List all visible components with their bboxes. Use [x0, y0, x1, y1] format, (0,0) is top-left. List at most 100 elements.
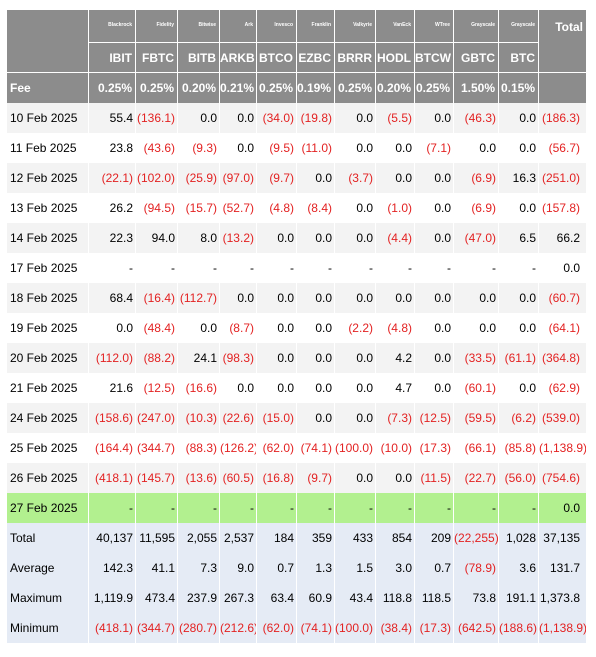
stat-cell: 118.5	[415, 583, 454, 613]
flow-cell: (12.5)	[136, 373, 178, 403]
issuer-name: Grayscale	[499, 10, 539, 42]
flow-cell: 0.0	[178, 103, 220, 133]
flow-cell: 22.3	[89, 223, 136, 253]
flow-cell: 0.0	[415, 193, 454, 223]
stat-cell: 7.3	[178, 553, 220, 583]
flow-cell: (15.0)	[257, 403, 297, 433]
flow-cell: 0.0	[415, 373, 454, 403]
stat-row-average: Average 142.3 41.1 7.3 9.0 0.7 1.3 1.5 3.0 0.7 (78…	[7, 553, 587, 583]
flow-cell: (9.3)	[178, 133, 220, 163]
flow-cell: (46.3)	[454, 103, 499, 133]
flow-cell: 0.0	[376, 163, 415, 193]
stat-label: Minimum	[7, 613, 89, 643]
flow-cell: 16.3	[499, 163, 539, 193]
flow-cell: (9.7)	[257, 163, 297, 193]
flow-cell: (9.5)	[257, 133, 297, 163]
flow-cell: 4.2	[376, 343, 415, 373]
ticker-symbol: EZBC	[297, 42, 335, 72]
row-total-cell: (56.7)	[539, 133, 587, 163]
flow-cell: (19.8)	[297, 103, 335, 133]
flow-cell: (11.0)	[297, 133, 335, 163]
row-total-cell: (62.9)	[539, 373, 587, 403]
stat-cell: 237.9	[178, 583, 220, 613]
flow-cell: (4.8)	[257, 193, 297, 223]
flow-cell: 0.0	[454, 313, 499, 343]
flow-cell: -	[220, 253, 257, 283]
flow-cell: (6.9)	[454, 193, 499, 223]
flow-cell: (9.7)	[297, 463, 335, 493]
row-total-cell: (364.8)	[539, 343, 587, 373]
table-row: 17 Feb 2025- - - - - - - - - - -0.0	[7, 253, 587, 283]
flow-cell: (344.7)	[136, 433, 178, 463]
issuer-name: Valkyrie	[335, 10, 376, 42]
flow-cell: 0.0	[499, 373, 539, 403]
stat-cell: (17.3)	[415, 613, 454, 643]
flow-cell: (88.2)	[136, 343, 178, 373]
date-cell: 25 Feb 2025	[7, 433, 89, 463]
flow-cell: (112.0)	[89, 343, 136, 373]
date-cell: 10 Feb 2025	[7, 103, 89, 133]
flow-cell: -	[297, 253, 335, 283]
flow-cell: (17.3)	[415, 433, 454, 463]
etf-flow-table-container: Blackrock Fidelity Bitwise Ark Invesco Frankl…	[7, 10, 587, 643]
flow-cell: (136.1)	[136, 103, 178, 133]
flow-cell: -	[499, 493, 539, 523]
flow-cell: (47.0)	[454, 223, 499, 253]
ticker-symbol: BITB	[178, 42, 220, 72]
stat-cell: (188.6)	[499, 613, 539, 643]
flow-cell: -	[376, 253, 415, 283]
flow-cell: (126.2)	[220, 433, 257, 463]
stat-cell: 1,373.8	[539, 583, 587, 613]
flow-cell: (3.7)	[335, 163, 376, 193]
fee-value: 1.50%	[454, 72, 499, 103]
flow-cell: 0.0	[257, 283, 297, 313]
fee-value: 0.25%	[415, 72, 454, 103]
flow-cell: (112.7)	[178, 283, 220, 313]
stat-cell: 2,537	[220, 523, 257, 553]
stat-cell: 41.1	[136, 553, 178, 583]
flow-cell: (4.4)	[376, 223, 415, 253]
flow-cell: 0.0	[376, 133, 415, 163]
flow-cell: 0.0	[415, 163, 454, 193]
date-cell: 12 Feb 2025	[7, 163, 89, 193]
flow-cell: (22.1)	[89, 163, 136, 193]
stat-cell: (38.4)	[376, 613, 415, 643]
flow-cell: -	[454, 493, 499, 523]
fee-value: 0.25%	[89, 72, 136, 103]
flow-cell: -	[178, 253, 220, 283]
stat-cell: 854	[376, 523, 415, 553]
flow-cell: (60.1)	[454, 373, 499, 403]
flow-cell: -	[297, 493, 335, 523]
ticker-symbol: BRRR	[335, 42, 376, 72]
flow-cell: 0.0	[335, 103, 376, 133]
row-total-cell: (251.0)	[539, 163, 587, 193]
flow-cell: -	[499, 253, 539, 283]
flow-cell: (61.1)	[499, 343, 539, 373]
flow-cell: (22.6)	[220, 403, 257, 433]
flow-cell: (88.3)	[178, 433, 220, 463]
stat-cell: 2,055	[178, 523, 220, 553]
flow-cell: -	[415, 253, 454, 283]
flow-cell: (98.3)	[220, 343, 257, 373]
flow-cell: (66.1)	[454, 433, 499, 463]
stat-cell: (1,138.9)	[539, 613, 587, 643]
flow-cell: 0.0	[257, 313, 297, 343]
issuer-name: WTree	[415, 10, 454, 42]
ticker-symbol: HODL	[376, 42, 415, 72]
flow-cell: (52.7)	[220, 193, 257, 223]
flow-cell: 0.0	[335, 373, 376, 403]
flow-cell: (6.2)	[499, 403, 539, 433]
flow-cell: (16.6)	[178, 373, 220, 403]
flow-cell: 8.0	[178, 223, 220, 253]
date-cell: 26 Feb 2025	[7, 463, 89, 493]
row-total-cell: 0.0	[539, 493, 587, 523]
flow-cell: (2.2)	[335, 313, 376, 343]
issuer-name: VanEck	[376, 10, 415, 42]
stat-cell: 209	[415, 523, 454, 553]
fee-row: Fee 0.25% 0.25% 0.20% 0.21% 0.25% 0.19% 0.25% 0.…	[7, 72, 587, 103]
fee-label: Fee	[7, 72, 89, 103]
flow-cell: -	[454, 253, 499, 283]
flow-cell: 55.4	[89, 103, 136, 133]
flow-cell: (8.7)	[220, 313, 257, 343]
flow-cell: 0.0	[499, 283, 539, 313]
